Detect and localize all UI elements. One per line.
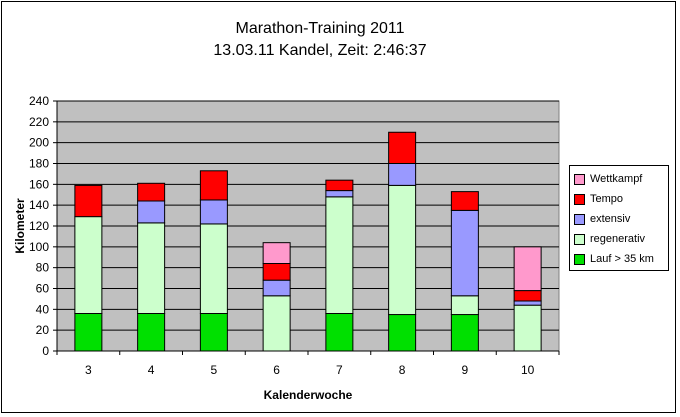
y-tick-label: 40	[36, 302, 50, 316]
y-axis-label: Kilometer	[13, 198, 27, 254]
legend-swatch	[574, 173, 585, 185]
bar-regenerativ-kw4	[137, 222, 166, 314]
bar-extensiv-kw8	[388, 163, 417, 186]
bar-tempo-kw9	[450, 191, 479, 211]
bar-lauf-35-km-kw9	[450, 314, 479, 352]
bar-extensiv-kw5	[199, 199, 228, 225]
bar-wettkampf-kw6	[262, 242, 291, 265]
y-tick-label: 200	[29, 136, 49, 150]
legend-swatch	[574, 233, 585, 245]
bar-extensiv-kw9	[450, 209, 479, 297]
legend-item: extensiv	[574, 209, 664, 229]
bar-regenerativ-kw7	[325, 196, 354, 314]
chart-subtitle: 13.03.11 Kandel, Zeit: 2:46:37	[213, 42, 427, 59]
y-tick-label: 80	[36, 261, 50, 275]
bar-extensiv-kw4	[137, 200, 166, 224]
bar-regenerativ-kw10	[513, 304, 542, 352]
bar-tempo-kw8	[388, 131, 417, 164]
bar-tempo-kw6	[262, 263, 291, 281]
x-tick-label: 4	[148, 363, 155, 377]
bar-lauf-35-km-kw5	[199, 313, 228, 352]
bar-extensiv-kw10	[513, 300, 542, 306]
bar-tempo-kw3	[74, 184, 103, 218]
legend-swatch	[574, 213, 585, 225]
y-tick-label: 140	[29, 198, 49, 212]
bar-tempo-kw10	[513, 290, 542, 302]
y-tick-label: 0	[42, 344, 49, 358]
legend: Wettkampf Tempo extensiv regenerativ Lauf > …	[569, 165, 669, 271]
bar-tempo-kw7	[325, 179, 354, 192]
bar-extensiv-kw6	[262, 279, 291, 297]
legend-label: Wettkampf	[590, 173, 643, 185]
legend-item: regenerativ	[574, 229, 664, 249]
y-tick-label: 220	[29, 115, 49, 129]
bar-lauf-35-km-kw4	[137, 313, 166, 352]
bar-regenerativ-kw9	[450, 295, 479, 316]
y-tick-label: 60	[36, 282, 50, 296]
chart-title: Marathon-Training 2011	[235, 20, 405, 37]
legend-item: Wettkampf	[574, 169, 664, 189]
x-tick-label: 9	[462, 363, 469, 377]
x-tick-label: 7	[336, 363, 343, 377]
bar-regenerativ-kw8	[388, 184, 417, 316]
x-tick-label: 3	[85, 363, 92, 377]
x-tick-label: 8	[399, 363, 406, 377]
bar-regenerativ-kw6	[262, 295, 291, 352]
bar-lauf-35-km-kw7	[325, 313, 354, 352]
legend-swatch	[574, 253, 585, 265]
x-tick-label: 6	[273, 363, 280, 377]
legend-label: regenerativ	[590, 233, 646, 245]
y-tick-label: 180	[29, 157, 49, 171]
legend-label: Tempo	[590, 193, 624, 205]
legend-label: extensiv	[590, 213, 631, 225]
y-tick-label: 100	[29, 240, 49, 254]
legend-item: Lauf > 35 km	[574, 249, 664, 269]
x-axis-label: Kalenderwoche	[264, 388, 353, 402]
legend-swatch	[574, 193, 585, 205]
x-tick-label: 5	[211, 363, 218, 377]
bar-lauf-35-km-kw8	[388, 314, 417, 352]
bar-lauf-35-km-kw3	[74, 313, 103, 352]
bar-regenerativ-kw3	[74, 216, 103, 314]
x-tick-label: 10	[521, 363, 535, 377]
bar-regenerativ-kw5	[199, 223, 228, 315]
bar-extensiv-kw7	[325, 190, 354, 198]
y-tick-label: 20	[36, 323, 50, 337]
y-tick-label: 240	[29, 94, 49, 108]
legend-item: Tempo	[574, 189, 664, 209]
bar-wettkampf-kw10	[513, 246, 542, 292]
y-tick-label: 160	[29, 177, 49, 191]
bar-tempo-kw5	[199, 170, 228, 201]
y-tick-label: 120	[29, 219, 49, 233]
bar-tempo-kw4	[137, 182, 166, 202]
legend-label: Lauf > 35 km	[590, 253, 654, 265]
